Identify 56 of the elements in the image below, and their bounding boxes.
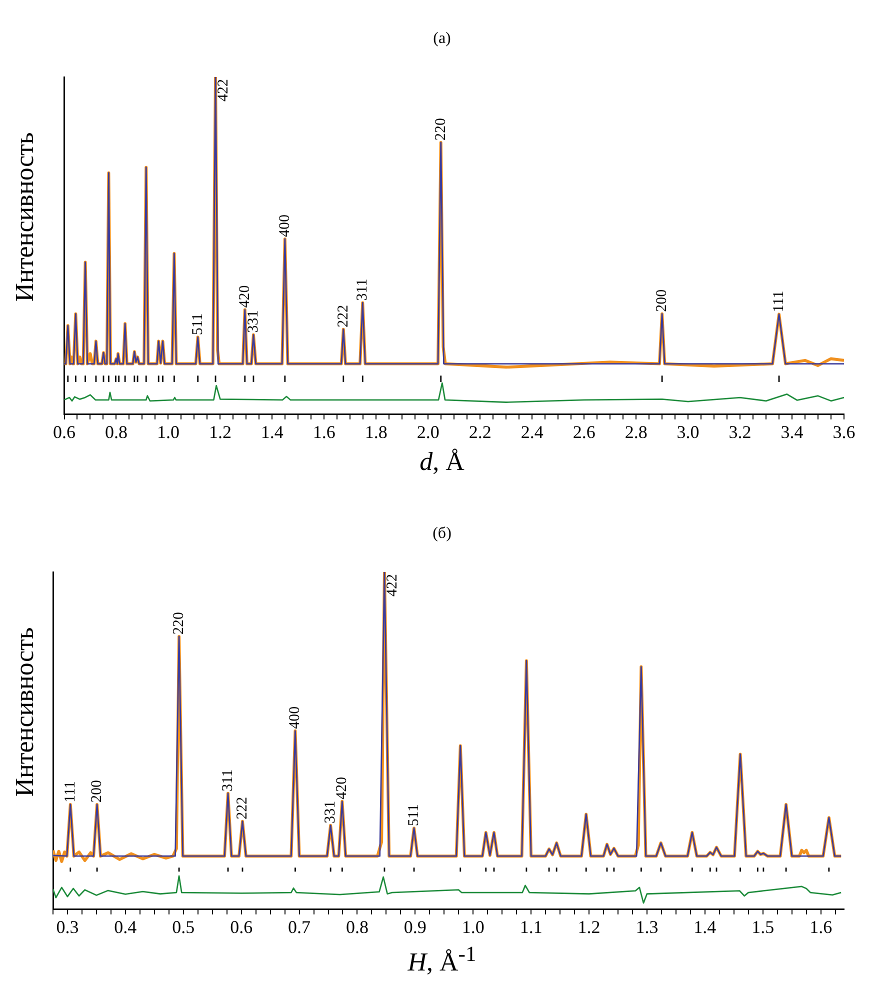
x-tick-label: 1.1	[520, 916, 542, 937]
chart-title: (б)	[432, 524, 452, 544]
x-tick-label: 1.6	[312, 422, 336, 442]
x-tick-label: 3.4	[780, 422, 804, 442]
annotation: 220	[432, 118, 449, 140]
annotation: 222	[234, 796, 250, 820]
x-tick-label: 0.3	[56, 916, 79, 937]
x-tick-label: 0.8	[104, 422, 128, 442]
annotation: 400	[276, 214, 293, 237]
annotation: 331	[322, 800, 339, 824]
annotation: 111	[62, 781, 78, 802]
x-tick-label: 2.2	[468, 422, 492, 442]
x-tick-label: 0.6	[53, 422, 76, 442]
annotation: 200	[88, 780, 105, 802]
y-axis-title: Интенсивность	[10, 627, 40, 797]
annotation: 422	[384, 574, 400, 596]
x-tick-label: 1.8	[364, 422, 388, 442]
x-tick-label: 1.3	[636, 916, 658, 937]
x-axis-title: d, Å	[418, 447, 466, 478]
x-tick-label: 1.6	[810, 916, 832, 937]
x-tick-label: 3.6	[832, 422, 856, 442]
x-tick-label: 3.0	[676, 422, 700, 442]
x-tick-label: 2.0	[416, 422, 440, 442]
annotation: 311	[220, 769, 236, 792]
x-tick-label: 3.2	[728, 422, 752, 442]
x-tick-label: 0.7	[288, 916, 311, 937]
annotation: 111	[770, 290, 787, 312]
x-tick-label: 1.2	[578, 916, 600, 937]
x-tick-label: 1.2	[208, 422, 232, 442]
x-tick-label: 0.9	[404, 916, 426, 937]
annotation: 311	[354, 278, 371, 301]
x-tick-label: 2.4	[520, 422, 544, 442]
x-tick-label: 1.5	[752, 916, 774, 937]
annotation: 511	[406, 804, 422, 826]
x-tick-label: 0.8	[346, 916, 368, 937]
x-tick-label: 1.4	[260, 422, 284, 442]
x-tick-label: 0.5	[172, 916, 195, 937]
annotation: 420	[236, 285, 253, 308]
annotation: 400	[287, 706, 304, 729]
x-tick-label: 2.6	[572, 422, 596, 442]
x-tick-label: 1.0	[156, 422, 180, 442]
x-tick-label: 1.4	[694, 916, 716, 937]
x-tick-label: 1.0	[462, 916, 484, 937]
x-tick-label: 0.4	[114, 916, 137, 937]
chart-title: (a)	[432, 29, 452, 49]
annotation: 331	[245, 310, 262, 333]
x-tick-label: 2.8	[624, 422, 648, 442]
annotation: 222	[335, 304, 352, 328]
annotation: 420	[334, 776, 350, 800]
annotation: 422	[215, 79, 232, 102]
x-tick-label: 0.6	[230, 916, 253, 937]
x-axis-title: H, Å$^{-1}$	[406, 942, 478, 979]
annotation: 220	[170, 612, 187, 634]
annotation: 511	[190, 313, 206, 336]
y-axis-title: Интенсивность	[10, 132, 40, 302]
annotation: 200	[654, 289, 670, 312]
